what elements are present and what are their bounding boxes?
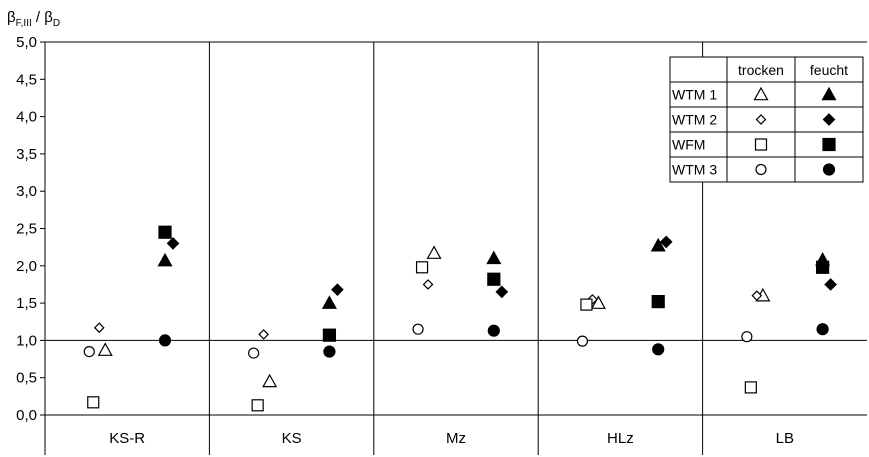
legend-row-label: WTM 3 xyxy=(672,162,717,178)
legend-row-label: WFM xyxy=(672,137,705,153)
point-triangle-trocken xyxy=(262,373,278,388)
point-circle-feucht xyxy=(652,343,665,356)
data-marks xyxy=(83,225,837,412)
legend-header: trocken xyxy=(738,62,784,78)
y-axis-label-sub2: D xyxy=(53,18,60,29)
point-diamond-trocken xyxy=(751,290,763,301)
point-diamond-trocken xyxy=(258,329,270,340)
category-label: KS xyxy=(282,430,302,447)
y-axis-label-sep: / β xyxy=(32,9,54,26)
legend-marker-square-feucht xyxy=(822,137,836,152)
point-square-feucht xyxy=(158,225,172,239)
y-tick-label: 1,0 xyxy=(16,332,37,349)
point-circle-trocken xyxy=(248,347,260,359)
point-square-feucht xyxy=(816,260,830,274)
point-circle-trocken xyxy=(83,345,95,358)
y-axis-label-main: β xyxy=(7,9,16,26)
point-triangle-feucht xyxy=(486,250,502,265)
point-circle-trocken xyxy=(741,331,753,343)
category-label: LB xyxy=(776,430,794,447)
y-tick-label: 1,5 xyxy=(16,295,37,312)
y-tick-label: 4,0 xyxy=(16,109,37,126)
y-tick-label: 4,5 xyxy=(16,71,37,88)
point-triangle-feucht xyxy=(157,252,173,267)
point-square-trocken xyxy=(415,261,429,274)
y-tick-label: 2,5 xyxy=(16,221,37,238)
point-diamond-feucht xyxy=(166,237,180,250)
point-circle-feucht xyxy=(816,323,829,336)
legend-header: feucht xyxy=(810,62,848,78)
point-square-trocken xyxy=(87,396,100,409)
point-triangle-trocken xyxy=(97,342,113,356)
y-axis-label: βF,III / βD xyxy=(7,9,60,29)
category-label: Mz xyxy=(446,430,466,447)
point-triangle-feucht xyxy=(321,295,337,309)
y-tick-label: 0,5 xyxy=(16,370,37,387)
y-tick-label: 3,5 xyxy=(16,146,37,163)
point-square-trocken xyxy=(580,298,593,311)
y-tick-label: 3,0 xyxy=(16,183,37,200)
y-tick-label: 2,0 xyxy=(16,258,37,275)
point-diamond-trocken xyxy=(422,279,434,290)
legend-row-label: WTM 2 xyxy=(672,112,717,128)
legend-marker-square-trocken xyxy=(754,138,768,151)
point-triangle-feucht xyxy=(650,237,666,252)
point-circle-feucht xyxy=(158,334,172,347)
legend: trocken feucht WTM 1 WTM 2 WFM WTM 3 xyxy=(669,56,864,183)
plot-area: 0,0 0,5 1,0 1,5 2,0 2,5 3,0 3,5 4,0 4,5 5,0 KS-R KS M… xyxy=(16,34,867,455)
legend-marker-triangle-feucht xyxy=(821,86,837,101)
point-diamond-feucht xyxy=(824,278,837,291)
legend-row-label: WTM 1 xyxy=(672,87,717,103)
y-axis-label-sub1: F,III xyxy=(16,18,32,29)
point-square-feucht xyxy=(487,272,501,286)
point-triangle-trocken xyxy=(590,295,606,309)
category-label: HLz xyxy=(607,430,634,447)
legend-marker-triangle-trocken xyxy=(753,86,769,101)
point-triangle-trocken xyxy=(426,245,442,259)
point-diamond-feucht xyxy=(495,285,509,299)
legend-marker-diamond-feucht xyxy=(822,113,836,126)
category-label: KS-R xyxy=(109,430,145,447)
point-square-trocken xyxy=(744,381,757,394)
point-square-trocken xyxy=(251,399,264,412)
point-diamond-trocken xyxy=(93,322,105,334)
y-tick-label: 5,0 xyxy=(16,34,37,51)
point-circle-trocken xyxy=(412,323,424,335)
point-circle-feucht xyxy=(487,324,500,337)
legend-marker-circle-trocken xyxy=(755,163,767,176)
point-diamond-feucht xyxy=(659,235,673,249)
point-diamond-feucht xyxy=(331,283,344,297)
legend-marker-circle-feucht xyxy=(822,163,836,176)
point-circle-trocken xyxy=(576,335,589,347)
point-square-feucht xyxy=(322,328,337,342)
point-square-feucht xyxy=(651,295,665,309)
point-circle-feucht xyxy=(323,345,336,358)
y-tick-label: 0,0 xyxy=(16,407,37,424)
legend-marker-diamond-trocken xyxy=(755,114,767,125)
